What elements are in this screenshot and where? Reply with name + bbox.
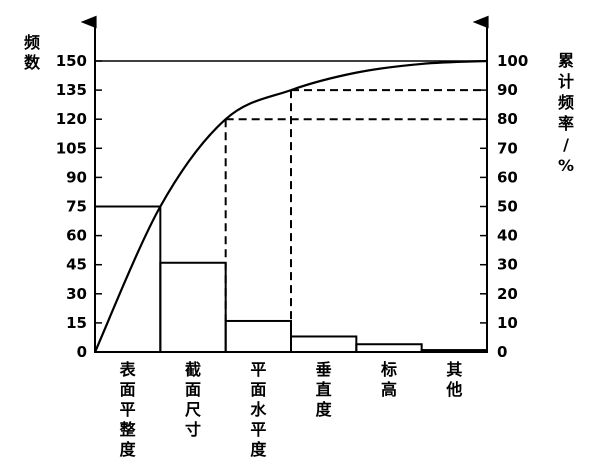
category-label: 平面水平度 [250,360,267,459]
left-axis-title: 频数 [24,33,41,72]
left-tick-label: 75 [66,198,87,216]
left-tick-label: 0 [77,343,87,361]
left-tick-label: 120 [56,110,87,128]
right-tick-label: 10 [497,314,518,332]
right-tick-label: 40 [497,227,518,245]
left-tick-label: 15 [66,314,87,332]
left-tick-label: 135 [56,81,87,99]
left-axis-ticks: 0 15 30 45 60 75 90 105 120 135 150 [56,52,102,361]
right-axis-ticks: 0 10 20 30 40 50 60 70 80 90 100 [480,52,528,361]
category-label: 垂直度 [316,360,333,419]
right-tick-label: 20 [497,285,518,303]
right-tick-label: 80 [497,110,518,128]
right-tick-label: 100 [497,52,528,70]
right-tick-label: 30 [497,256,518,274]
right-tick-label: 0 [497,343,507,361]
category-label: 表面平整度 [119,360,137,459]
right-tick-label: 90 [497,81,518,99]
left-tick-label: 105 [56,139,87,157]
cumulative-curve [93,59,488,353]
bar [355,343,423,353]
right-tick-label: 50 [497,198,518,216]
right-axis-title: 累计频率/% [558,51,574,175]
bar [159,261,227,354]
category-labels: 表面平整度 截面尺寸 平面水平度 垂直度 标高 其他 [119,360,463,459]
bar [290,335,358,354]
right-tick-label: 70 [497,139,518,157]
category-label: 截面尺寸 [185,360,201,439]
bar [420,349,488,353]
category-label: 其他 [445,360,462,399]
left-tick-label: 90 [66,168,87,186]
left-tick-label: 45 [66,256,87,274]
left-tick-label: 30 [66,285,87,303]
right-tick-label: 60 [497,168,518,186]
cumulative-curve-group [93,59,488,353]
left-tick-label: 150 [56,52,87,70]
reference-lines [224,89,487,337]
left-tick-label: 60 [66,227,87,245]
bar [224,319,293,353]
category-label: 标高 [380,360,397,399]
